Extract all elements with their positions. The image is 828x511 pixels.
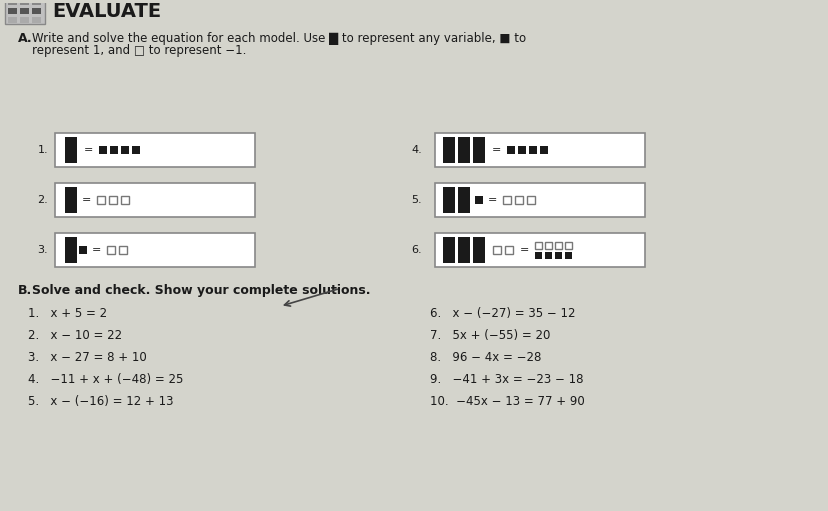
Bar: [8, 0, 17, 5]
Bar: [55, 183, 255, 217]
Text: 3.   x − 27 = 8 + 10: 3. x − 27 = 8 + 10: [28, 351, 147, 364]
Bar: [119, 246, 127, 253]
Bar: [8, 17, 17, 23]
Bar: [507, 146, 514, 154]
Bar: [5, 0, 45, 24]
Bar: [20, 8, 29, 14]
Text: 7.   5x + (−55) = 20: 7. 5x + (−55) = 20: [430, 329, 550, 342]
Bar: [565, 242, 571, 249]
Bar: [534, 252, 542, 259]
Text: Write and solve the equation for each model. Use █ to represent any variable, ■ : Write and solve the equation for each mo…: [32, 32, 526, 45]
Bar: [99, 146, 107, 154]
Text: 5.: 5.: [411, 195, 421, 205]
Bar: [442, 187, 455, 213]
Bar: [121, 146, 129, 154]
Bar: [55, 233, 255, 267]
Bar: [65, 137, 77, 164]
Text: 1.   x + 5 = 2: 1. x + 5 = 2: [28, 307, 107, 320]
Text: =: =: [92, 245, 102, 254]
Bar: [121, 196, 129, 204]
Bar: [20, 17, 29, 23]
Bar: [544, 252, 551, 259]
Bar: [20, 0, 29, 5]
Bar: [8, 8, 17, 14]
Text: A.: A.: [18, 32, 32, 45]
Bar: [110, 146, 118, 154]
Bar: [534, 242, 542, 249]
Bar: [457, 187, 469, 213]
Bar: [108, 196, 117, 204]
Bar: [32, 0, 41, 5]
Text: =: =: [520, 245, 529, 254]
Bar: [474, 196, 483, 204]
Bar: [503, 196, 510, 204]
Bar: [107, 246, 115, 253]
Bar: [539, 146, 547, 154]
Bar: [565, 252, 571, 259]
Bar: [504, 246, 513, 253]
Bar: [435, 233, 644, 267]
Text: 5.   x − (−16) = 12 + 13: 5. x − (−16) = 12 + 13: [28, 395, 173, 408]
Bar: [132, 146, 140, 154]
Bar: [55, 133, 255, 167]
Bar: [554, 242, 561, 249]
Text: B.: B.: [18, 285, 32, 297]
Text: 2.: 2.: [37, 195, 48, 205]
Bar: [435, 183, 644, 217]
Text: 4.: 4.: [411, 145, 421, 155]
Text: 6.: 6.: [411, 245, 421, 254]
Bar: [514, 196, 522, 204]
Text: =: =: [84, 145, 94, 155]
Bar: [518, 146, 525, 154]
Bar: [527, 196, 534, 204]
Bar: [97, 196, 105, 204]
Bar: [32, 8, 41, 14]
Text: represent 1, and □ to represent −1.: represent 1, and □ to represent −1.: [32, 44, 246, 57]
Bar: [435, 133, 644, 167]
Text: =: =: [492, 145, 501, 155]
Text: Solve and check. Show your complete solutions.: Solve and check. Show your complete solu…: [32, 285, 370, 297]
Bar: [473, 237, 484, 263]
Bar: [554, 252, 561, 259]
Bar: [442, 237, 455, 263]
Text: 2.   x − 10 = 22: 2. x − 10 = 22: [28, 329, 122, 342]
Bar: [442, 137, 455, 164]
Text: =: =: [488, 195, 497, 205]
Text: 8.   96 − 4x = −28: 8. 96 − 4x = −28: [430, 351, 541, 364]
Text: 1.: 1.: [37, 145, 48, 155]
Text: 4.   −11 + x + (−48) = 25: 4. −11 + x + (−48) = 25: [28, 373, 183, 386]
Text: =: =: [82, 195, 92, 205]
Text: 3.: 3.: [37, 245, 48, 254]
Bar: [457, 237, 469, 263]
Bar: [473, 137, 484, 164]
Bar: [457, 137, 469, 164]
Bar: [79, 246, 87, 253]
Bar: [65, 187, 77, 213]
Bar: [65, 237, 77, 263]
Bar: [493, 246, 500, 253]
Text: 6.   x − (−27) = 35 − 12: 6. x − (−27) = 35 − 12: [430, 307, 575, 320]
Text: 9.   −41 + 3x = −23 − 18: 9. −41 + 3x = −23 − 18: [430, 373, 583, 386]
Text: EVALUATE: EVALUATE: [52, 2, 161, 21]
Text: 10.  −45x − 13 = 77 + 90: 10. −45x − 13 = 77 + 90: [430, 395, 584, 408]
Bar: [528, 146, 537, 154]
Bar: [544, 242, 551, 249]
Bar: [32, 17, 41, 23]
